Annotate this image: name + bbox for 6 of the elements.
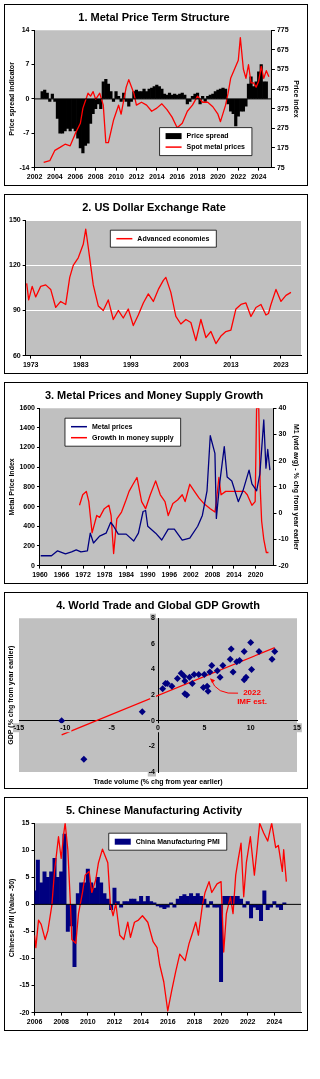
annotation: 2022 IMF est. [237, 688, 267, 707]
chart-title: 2. US Dollar Exchange Rate [82, 200, 226, 213]
chart-title: 3. Metal Prices and Money Supply Growth [44, 388, 264, 401]
chart-title: 4. World Trade and Global GDP Growth [56, 598, 261, 611]
chart-title: 5. Chinese Manufacturing Activity [65, 803, 243, 816]
chart-title: 1. Metal Price Term Structure [78, 10, 230, 23]
